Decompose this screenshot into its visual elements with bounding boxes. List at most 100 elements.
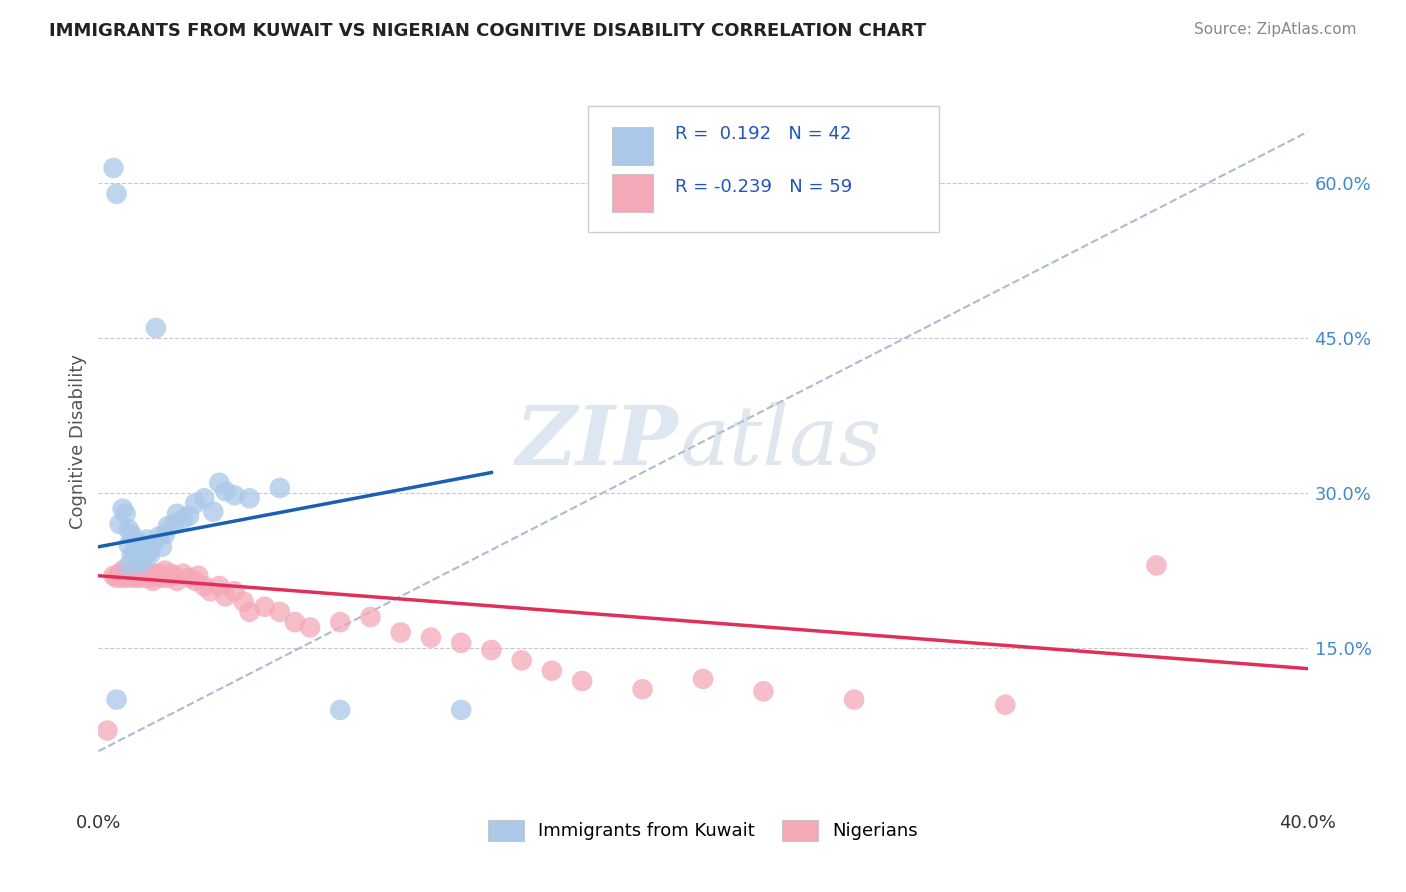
Point xyxy=(166,574,188,588)
FancyBboxPatch shape xyxy=(613,174,654,211)
Point xyxy=(269,481,291,495)
Point xyxy=(184,574,207,588)
Text: atlas: atlas xyxy=(679,401,882,482)
Point xyxy=(179,571,201,585)
Point xyxy=(153,564,176,578)
Point xyxy=(166,507,188,521)
Point xyxy=(481,643,503,657)
Point xyxy=(148,566,170,581)
Point xyxy=(752,684,775,698)
Point xyxy=(142,566,165,581)
Point xyxy=(510,653,533,667)
Point xyxy=(153,527,176,541)
Point xyxy=(142,538,165,552)
Point xyxy=(631,682,654,697)
Point xyxy=(360,610,382,624)
Point xyxy=(450,703,472,717)
Point xyxy=(135,568,157,582)
Point xyxy=(156,571,179,585)
Point xyxy=(132,538,155,552)
Y-axis label: Cognitive Disability: Cognitive Disability xyxy=(69,354,87,529)
Point xyxy=(184,496,207,510)
Point xyxy=(202,505,225,519)
Point xyxy=(121,568,143,582)
Text: R = -0.239   N = 59: R = -0.239 N = 59 xyxy=(675,178,852,196)
Point xyxy=(135,546,157,560)
Point xyxy=(150,540,173,554)
Point xyxy=(172,566,194,581)
Point xyxy=(129,540,152,554)
Point xyxy=(127,568,149,582)
Point xyxy=(200,584,222,599)
Point xyxy=(284,615,307,630)
Point xyxy=(124,564,146,578)
Point xyxy=(108,517,131,532)
Point xyxy=(124,571,146,585)
Point xyxy=(269,605,291,619)
Point xyxy=(111,501,134,516)
Point xyxy=(127,538,149,552)
Point xyxy=(299,620,322,634)
Point xyxy=(187,568,209,582)
Point xyxy=(139,571,162,585)
Point xyxy=(105,571,128,585)
Point xyxy=(121,527,143,541)
Point xyxy=(111,571,134,585)
Point xyxy=(96,723,118,738)
Legend: Immigrants from Kuwait, Nigerians: Immigrants from Kuwait, Nigerians xyxy=(481,813,925,848)
Point xyxy=(540,664,562,678)
Point xyxy=(239,491,262,506)
Point xyxy=(329,615,352,630)
Point xyxy=(145,321,167,335)
Point xyxy=(172,512,194,526)
Point xyxy=(148,529,170,543)
Point xyxy=(150,571,173,585)
Point xyxy=(105,692,128,706)
Point xyxy=(253,599,276,614)
Point xyxy=(193,579,215,593)
Point xyxy=(389,625,412,640)
Point xyxy=(163,568,186,582)
Point xyxy=(118,522,141,536)
Point xyxy=(127,571,149,585)
Point xyxy=(129,557,152,571)
Point xyxy=(142,574,165,588)
Point xyxy=(420,631,443,645)
Point xyxy=(232,594,254,608)
Point xyxy=(224,584,246,599)
Point xyxy=(118,538,141,552)
Point xyxy=(132,571,155,585)
Point xyxy=(103,568,125,582)
Point xyxy=(127,553,149,567)
Point xyxy=(239,605,262,619)
Point xyxy=(571,673,593,688)
Point xyxy=(118,558,141,573)
Point xyxy=(450,636,472,650)
Point xyxy=(208,475,231,490)
Point xyxy=(160,566,183,581)
Point xyxy=(692,672,714,686)
Text: IMMIGRANTS FROM KUWAIT VS NIGERIAN COGNITIVE DISABILITY CORRELATION CHART: IMMIGRANTS FROM KUWAIT VS NIGERIAN COGNI… xyxy=(49,22,927,40)
Point xyxy=(129,566,152,581)
Point xyxy=(994,698,1017,712)
Point xyxy=(139,548,162,562)
Point xyxy=(103,161,125,175)
Point xyxy=(145,568,167,582)
Point xyxy=(1144,558,1167,573)
Point xyxy=(179,508,201,523)
Point xyxy=(163,517,186,532)
Point xyxy=(114,507,136,521)
Point xyxy=(135,533,157,547)
FancyBboxPatch shape xyxy=(613,128,654,165)
Point xyxy=(114,568,136,582)
Point xyxy=(118,571,141,585)
Point xyxy=(844,692,866,706)
Point xyxy=(111,564,134,578)
Point xyxy=(124,548,146,562)
FancyBboxPatch shape xyxy=(588,105,939,232)
Point xyxy=(224,488,246,502)
Point xyxy=(105,186,128,201)
Text: R =  0.192   N = 42: R = 0.192 N = 42 xyxy=(675,126,852,144)
Point xyxy=(132,550,155,565)
Point xyxy=(214,484,236,499)
